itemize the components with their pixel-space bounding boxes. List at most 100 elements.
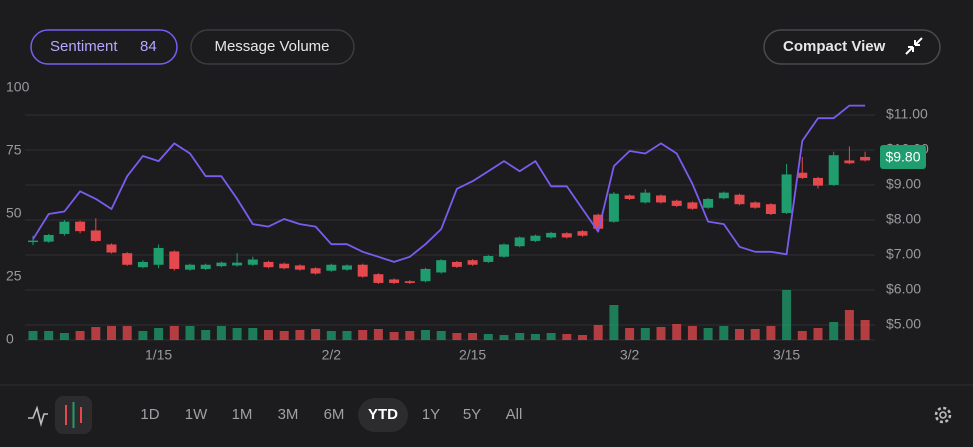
volume-bar (107, 326, 116, 340)
period-selector: 1D 1W 1M 3M 6M YTD 1Y 5Y All (140, 398, 522, 432)
candle-body (342, 265, 352, 270)
candle-body (499, 244, 509, 257)
y-tick-label: 100 (6, 79, 30, 95)
candle-body (561, 233, 572, 238)
volume-bar (687, 326, 697, 340)
gear-hub (939, 411, 947, 419)
volume-bar (797, 331, 807, 340)
button-label: Compact View (783, 38, 886, 55)
last-price-label: $9.80 (885, 149, 920, 165)
selected-period-pill (358, 398, 408, 432)
y2-tick-label: $7.00 (886, 246, 921, 262)
volume-bar (122, 326, 132, 340)
candle-body (703, 198, 714, 208)
period-option[interactable]: 1Y (422, 406, 440, 423)
volume-bar (860, 320, 870, 340)
volume-bar (609, 305, 619, 340)
y2-tick-label: $6.00 (886, 281, 921, 297)
candle-body (106, 244, 117, 253)
candle-body (169, 251, 180, 269)
volume-bar (169, 326, 179, 340)
candle-body (718, 192, 729, 199)
volume-bar (640, 328, 650, 340)
message-volume-button[interactable]: Message Volume (190, 29, 355, 65)
candle-body (797, 172, 808, 178)
candle-body (860, 156, 871, 161)
x-tick-label: 2/15 (459, 347, 486, 363)
candle-body (59, 221, 70, 234)
button-label: Sentiment (50, 38, 118, 55)
sentiment-button[interactable]: Sentiment 84 (30, 29, 178, 65)
candle-body (185, 264, 195, 270)
y-tick-label: 75 (6, 142, 22, 158)
x-tick-label: 2/2 (322, 347, 342, 363)
candle-body (153, 247, 164, 265)
candle-body (546, 232, 557, 238)
candle-body (137, 261, 148, 268)
sentiment-score: 84 (140, 38, 157, 55)
y2-tick-label: $8.00 (886, 211, 921, 227)
candle-body (216, 262, 227, 267)
volume-bar (248, 328, 258, 340)
volume-bar (766, 326, 776, 340)
period-option[interactable]: YTD (368, 406, 398, 423)
volume-bar (719, 326, 729, 340)
y2-tick-label: $5.00 (886, 316, 921, 332)
volume-bar (326, 331, 336, 340)
period-option[interactable]: 1D (140, 406, 159, 423)
volume-bar (593, 325, 603, 340)
period-option[interactable]: 5Y (463, 406, 481, 423)
candle-body (357, 264, 368, 277)
volume-bar (829, 322, 839, 340)
candle-body (687, 202, 698, 209)
period-option[interactable]: 1M (232, 406, 253, 423)
y2-tick-label: $11.00 (886, 106, 928, 122)
candle-body (608, 193, 619, 222)
candle-body (373, 274, 384, 283)
y2-tick-label: $9.00 (886, 176, 921, 192)
gear-teeth (934, 406, 952, 424)
candle-body (420, 268, 431, 282)
volume-bar (373, 329, 383, 340)
volume-bar (515, 333, 525, 340)
period-option[interactable]: All (506, 406, 523, 423)
volume-bar (185, 326, 195, 340)
volume-bar (295, 330, 305, 340)
volume-bar (342, 331, 352, 340)
candle-body (671, 200, 682, 206)
candle-body (514, 237, 525, 247)
volume-bar (421, 330, 430, 340)
volume-bar (311, 329, 321, 340)
candle-body (310, 268, 321, 274)
candle-body (577, 231, 588, 236)
volume-bar (405, 331, 415, 340)
y-tick-label: 50 (6, 205, 22, 221)
volume-bar (232, 328, 242, 340)
line-chart-toggle[interactable] (28, 405, 48, 428)
volume-bar (452, 333, 462, 340)
volume-bar (216, 326, 226, 340)
compact-icon (905, 37, 923, 55)
volume-bar (844, 310, 854, 340)
volume-bar (138, 331, 148, 340)
volume-bar (546, 333, 556, 340)
period-option[interactable]: 6M (324, 406, 345, 423)
volume-bar (813, 328, 823, 340)
compact-view-button[interactable]: Compact View (763, 29, 941, 65)
volume-bar (530, 334, 540, 340)
candle-body (43, 235, 54, 242)
volume-bar (201, 330, 211, 340)
button-frame (763, 29, 941, 65)
candle-body (656, 195, 666, 203)
candle-body (640, 192, 651, 203)
period-option[interactable]: 1W (185, 406, 208, 423)
candle-body (467, 260, 478, 265)
candle-body (451, 261, 462, 267)
candle-body (530, 235, 541, 241)
sentiment-line (32, 104, 866, 263)
candle-chart-toggle[interactable] (55, 396, 92, 434)
period-option[interactable]: 3M (278, 406, 299, 423)
settings[interactable] (934, 406, 952, 424)
candle-body (813, 177, 823, 186)
